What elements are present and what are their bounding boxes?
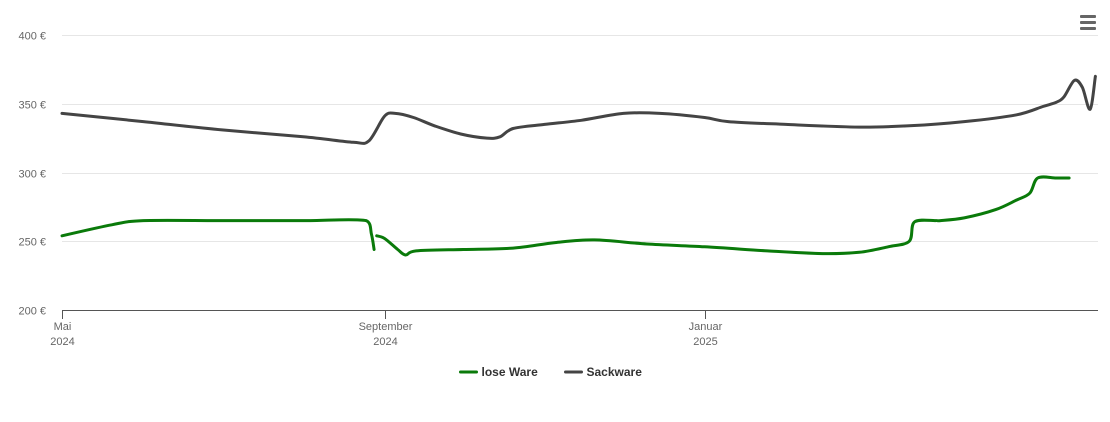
hamburger-menu-icon[interactable] [1074,10,1102,34]
y-tick-label: 200 € [18,306,46,318]
series-line[interactable] [375,175,1071,257]
series-lose-ware [60,175,1071,257]
y-tick-label: 350 € [18,100,46,112]
legend-item[interactable]: Sackware [564,365,643,379]
series-sackware [60,74,1097,145]
legend-item[interactable]: lose Ware [459,365,539,379]
x-axis: Mai 2024 September 2024 Januar 2025 [50,310,1098,348]
x-tick-year: 2025 [693,336,717,348]
grid-lines [62,35,1098,242]
series-line[interactable] [60,74,1097,145]
legend-label: Sackware [587,365,643,379]
x-tick-label: Mai [54,321,72,333]
x-tick-label: Januar [689,321,723,333]
legend: lose Ware Sackware [459,365,643,379]
series-lines [60,74,1097,257]
y-tick-label: 400 € [18,31,46,43]
legend-label: lose Ware [482,365,539,379]
x-tick-year: 2024 [373,336,397,348]
y-axis: 200 € 250 € 300 € 350 € 400 € [18,31,46,318]
x-tick-label: September [359,321,413,333]
y-tick-label: 300 € [18,169,46,181]
y-tick-label: 250 € [18,237,46,249]
series-line[interactable] [60,218,376,251]
x-tick-year: 2024 [50,336,74,348]
